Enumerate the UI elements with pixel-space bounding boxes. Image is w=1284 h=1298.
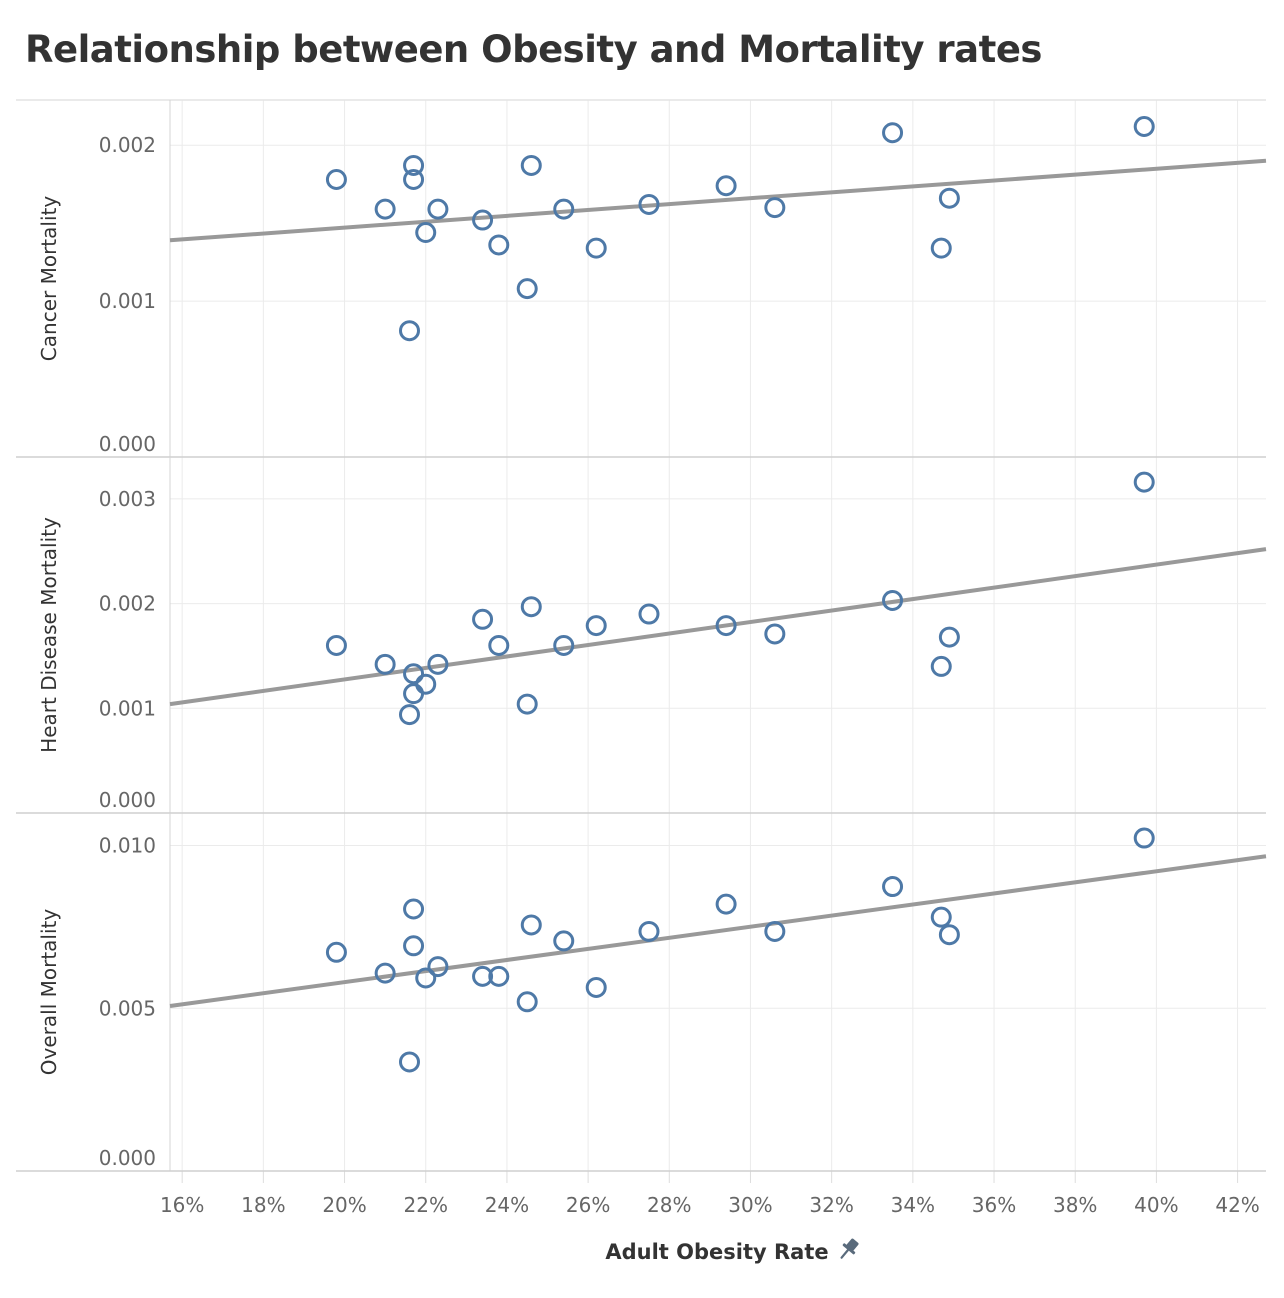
data-point[interactable] — [398, 1051, 420, 1073]
data-point[interactable] — [715, 175, 737, 197]
data-point[interactable] — [415, 222, 437, 244]
y-tick-label: 0.003 — [99, 487, 156, 511]
y-axis-title: Heart Disease Mortality — [37, 517, 61, 753]
data-point[interactable] — [1133, 827, 1155, 849]
x-tick-label: 30% — [728, 1193, 772, 1217]
data-point[interactable] — [764, 197, 786, 219]
y-tick-label: 0.010 — [99, 834, 156, 858]
data-point[interactable] — [415, 673, 437, 695]
trend-line[interactable] — [169, 158, 1267, 243]
data-point[interactable] — [520, 596, 542, 618]
data-point[interactable] — [882, 876, 904, 898]
y-tick-label: 0.005 — [99, 996, 156, 1020]
x-tick-label: 34% — [891, 1193, 935, 1217]
data-point[interactable] — [488, 965, 510, 987]
data-point[interactable] — [638, 603, 660, 625]
data-point[interactable] — [325, 169, 347, 191]
data-point[interactable] — [553, 198, 575, 220]
data-point[interactable] — [715, 893, 737, 915]
data-point[interactable] — [516, 693, 538, 715]
data-point[interactable] — [938, 187, 960, 209]
data-point[interactable] — [553, 634, 575, 656]
y-tick-label: 0.000 — [99, 1146, 156, 1170]
data-point[interactable] — [764, 920, 786, 942]
x-tick-label: 32% — [809, 1193, 853, 1217]
y-tick-label: 0.001 — [99, 696, 156, 720]
axis-labels: 16% 18% 20% 22% 24% 26% 28% 30% 32% 34% 36% 38% 40% 4… — [37, 133, 1260, 1217]
x-tick-label: 28% — [647, 1193, 691, 1217]
y-tick-label: 0.001 — [99, 289, 156, 313]
data-point[interactable] — [638, 193, 660, 215]
data-point[interactable] — [938, 626, 960, 648]
data-point[interactable] — [585, 976, 607, 998]
y-tick-label: 0.002 — [99, 133, 156, 157]
data-point[interactable] — [403, 169, 425, 191]
data-point[interactable] — [374, 962, 396, 984]
data-point[interactable] — [374, 653, 396, 675]
x-tick-label: 20% — [322, 1193, 366, 1217]
y-axis-title: Cancer Mortality — [37, 196, 61, 362]
data-point[interactable] — [930, 655, 952, 677]
data-point[interactable] — [516, 991, 538, 1013]
data-point[interactable] — [403, 663, 425, 685]
data-point[interactable] — [398, 704, 420, 726]
data-point[interactable] — [488, 234, 510, 256]
panel-frames — [16, 99, 1266, 1172]
grid-layer — [170, 100, 1266, 1183]
trend-line[interactable] — [169, 854, 1267, 1008]
data-point[interactable] — [403, 154, 425, 176]
data-point[interactable] — [472, 965, 494, 987]
x-tick-label: 16% — [160, 1193, 204, 1217]
x-tick-label: 22% — [404, 1193, 448, 1217]
data-point[interactable] — [415, 967, 437, 989]
data-point[interactable] — [520, 914, 542, 936]
x-axis-title: Adult Obesity Rate — [605, 1240, 828, 1264]
x-tick-label: 38% — [1053, 1193, 1097, 1217]
x-tick-label: 26% — [566, 1193, 610, 1217]
data-point[interactable] — [516, 278, 538, 300]
data-point[interactable] — [403, 683, 425, 705]
data-point[interactable] — [427, 198, 449, 220]
data-point[interactable] — [882, 589, 904, 611]
data-point[interactable] — [403, 935, 425, 957]
data-point[interactable] — [715, 615, 737, 637]
x-tick-label: 24% — [485, 1193, 529, 1217]
data-point[interactable] — [427, 653, 449, 675]
trend-lines — [169, 158, 1267, 1008]
data-point[interactable] — [472, 608, 494, 630]
data-point[interactable] — [472, 209, 494, 231]
data-point[interactable] — [585, 237, 607, 259]
data-point[interactable] — [638, 920, 660, 942]
data-point[interactable] — [930, 237, 952, 259]
data-point[interactable] — [488, 634, 510, 656]
y-axis-title: Overall Mortality — [37, 909, 61, 1076]
data-point[interactable] — [325, 941, 347, 963]
data-point[interactable] — [427, 956, 449, 978]
data-points — [325, 116, 1155, 1073]
x-tick-label: 36% — [972, 1193, 1016, 1217]
y-tick-label: 0.002 — [99, 592, 156, 616]
data-point[interactable] — [930, 906, 952, 928]
data-point[interactable] — [882, 122, 904, 144]
y-tick-label: 0.000 — [99, 788, 156, 812]
y-tick-label: 0.000 — [99, 432, 156, 456]
data-point[interactable] — [764, 623, 786, 645]
data-point[interactable] — [553, 930, 575, 952]
data-point[interactable] — [585, 615, 607, 637]
data-point[interactable] — [938, 924, 960, 946]
x-tick-label: 40% — [1134, 1193, 1178, 1217]
x-tick-label: 42% — [1215, 1193, 1259, 1217]
data-point[interactable] — [325, 634, 347, 656]
pin-icon[interactable] — [836, 1236, 862, 1262]
chart-title: Relationship between Obesity and Mortali… — [25, 28, 1042, 71]
data-point[interactable] — [398, 320, 420, 342]
data-point[interactable] — [403, 898, 425, 920]
data-point[interactable] — [374, 198, 396, 220]
data-point[interactable] — [1133, 471, 1155, 493]
x-tick-label: 18% — [241, 1193, 285, 1217]
data-point[interactable] — [520, 154, 542, 176]
data-point[interactable] — [1133, 116, 1155, 138]
